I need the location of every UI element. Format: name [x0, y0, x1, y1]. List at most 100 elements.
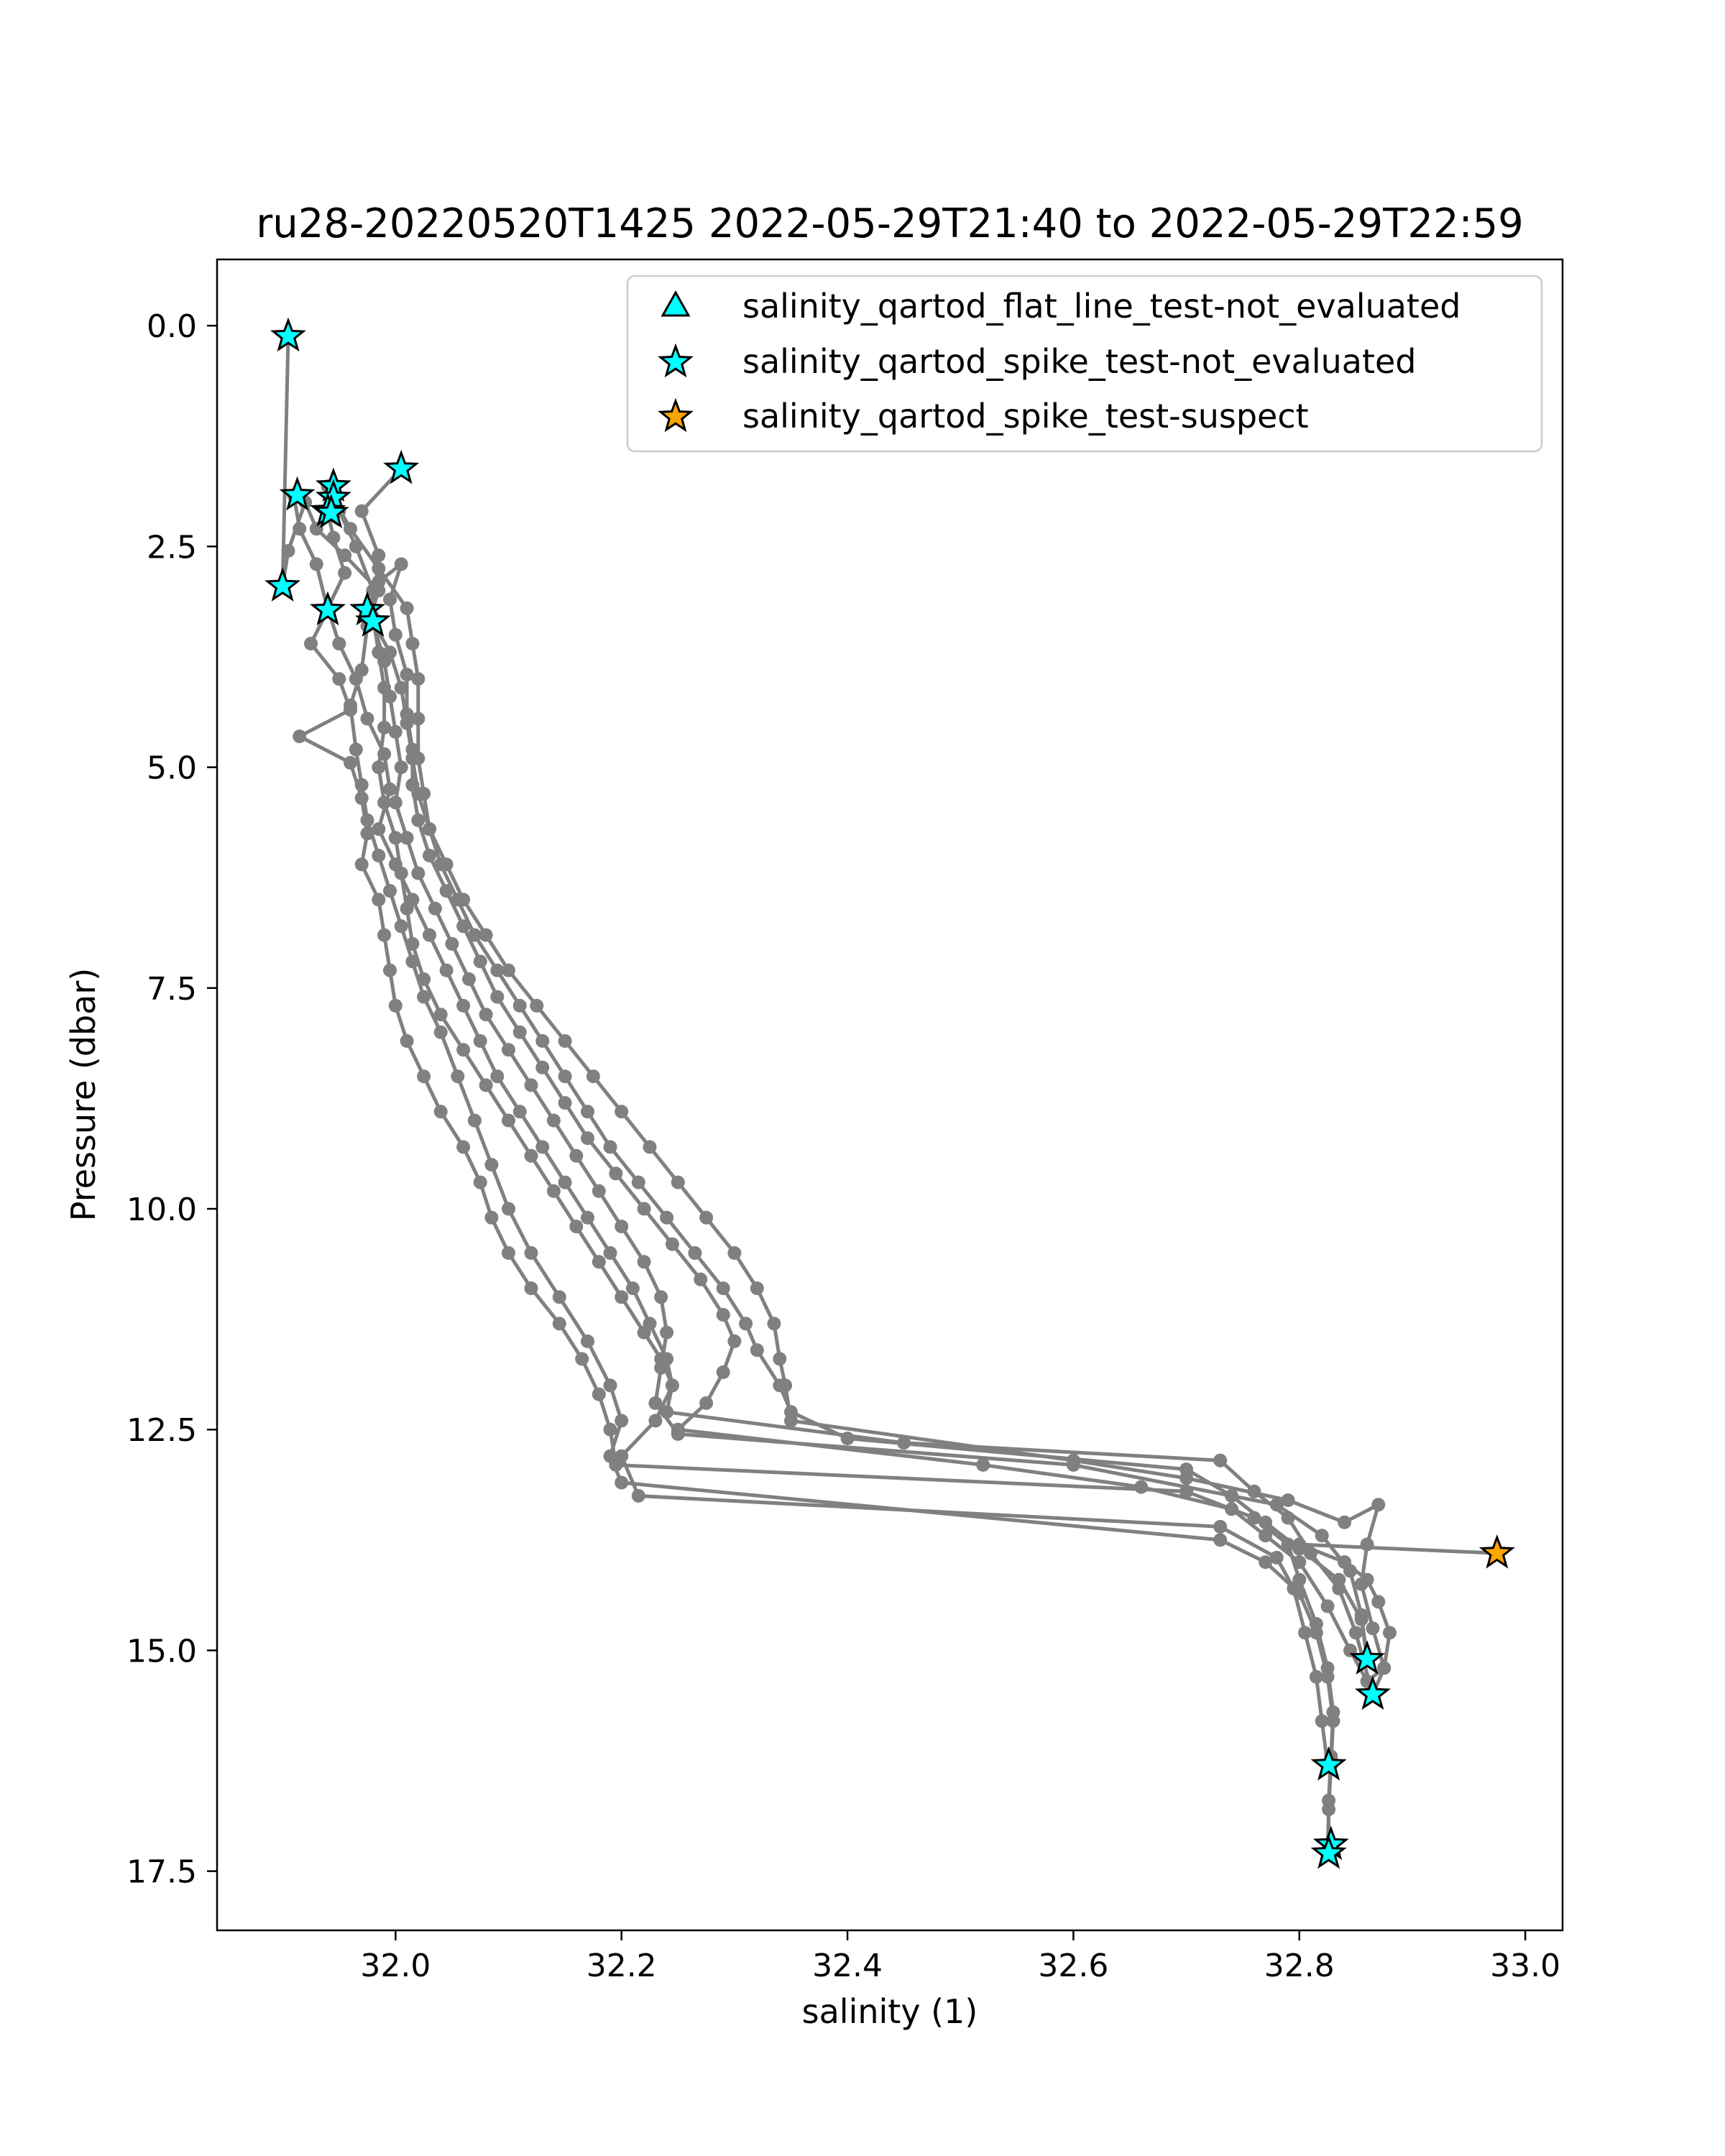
profile-point — [484, 1158, 499, 1172]
profile-point — [456, 1140, 471, 1154]
profile-point — [360, 813, 374, 827]
profile-point — [349, 539, 363, 553]
profile-point — [405, 954, 420, 969]
profile-point — [615, 1414, 629, 1428]
profile-point — [383, 592, 397, 607]
profile-point — [1225, 1488, 1238, 1503]
x-axis: 32.0 32.2 32.4 32.6 32.8 33.0 — [360, 1930, 1560, 1984]
y-tick-label: 0.0 — [147, 308, 197, 345]
profile-point — [326, 530, 341, 545]
y-tick-label: 7.5 — [147, 971, 197, 1008]
profile-point — [451, 1069, 465, 1084]
profile-point — [377, 928, 392, 942]
legend-label-flat-line-not-evaluated: salinity_qartod_flat_line_test-not_evalu… — [742, 287, 1460, 326]
profile-point — [897, 1436, 911, 1450]
profile-point — [405, 637, 420, 651]
profile-point — [456, 1043, 471, 1057]
x-tick-label: 32.4 — [812, 1948, 883, 1984]
profile-point — [467, 1113, 482, 1128]
profile-point — [592, 1184, 606, 1198]
profile-point — [405, 751, 420, 765]
profile-point — [344, 755, 357, 770]
profile-point — [1213, 1519, 1228, 1534]
profile-point — [1269, 1498, 1284, 1512]
profile-point — [394, 681, 408, 695]
profile-point — [750, 1281, 764, 1296]
profile-point — [643, 1140, 657, 1154]
profile-point — [1292, 1555, 1307, 1570]
profile-point — [502, 1246, 515, 1260]
spike-flag-marker — [383, 449, 420, 484]
profile-point — [372, 760, 386, 775]
profile-point — [581, 1105, 594, 1119]
profile-point — [767, 1317, 781, 1331]
profile-point — [354, 504, 369, 518]
y-axis: 0.0 2.5 5.0 7.5 10.0 12.5 15.0 17.5 — [126, 308, 217, 1891]
profile-point — [1326, 1705, 1340, 1719]
profile-point — [1179, 1471, 1194, 1485]
profile-point — [417, 990, 431, 1004]
profile-point — [727, 1334, 742, 1348]
profile-point — [1348, 1626, 1363, 1640]
profile-point — [383, 884, 397, 898]
profile-point — [1281, 1493, 1295, 1507]
y-tick-label: 10.0 — [126, 1192, 197, 1228]
profile-point — [332, 672, 346, 686]
profile-point — [609, 1457, 623, 1472]
profile-point — [512, 998, 527, 1013]
profile-point — [558, 1069, 572, 1084]
x-tick-label: 32.2 — [586, 1948, 657, 1984]
profile-point — [1259, 1555, 1273, 1570]
profile-point — [354, 778, 369, 792]
profile-point — [372, 645, 386, 660]
profile-point — [1134, 1480, 1149, 1494]
profile-point — [524, 1148, 538, 1163]
spike-flag-marker — [1310, 1746, 1347, 1781]
profile-point — [372, 822, 386, 837]
profile-point — [778, 1378, 793, 1393]
profile-point — [665, 1378, 679, 1393]
chart-title: ru28-20220520T1425 2022-05-29T21:40 to 2… — [256, 201, 1523, 247]
profile-point — [1366, 1621, 1380, 1636]
spike-flag-marker — [1310, 1834, 1347, 1869]
profile-point — [490, 990, 505, 1004]
profile-point — [439, 963, 454, 977]
profile-point — [1281, 1537, 1295, 1552]
profile-point — [1354, 1612, 1368, 1626]
profile-point — [433, 1025, 448, 1039]
profile-point — [467, 928, 482, 942]
suspect-flag-marker — [1478, 1534, 1515, 1569]
legend-label-spike-not-evaluated: salinity_qartod_spike_test-not_evaluated — [742, 342, 1416, 381]
profile-point — [524, 1078, 538, 1092]
profile-point — [665, 1237, 679, 1251]
x-axis-label: salinity (1) — [802, 1992, 978, 2031]
profile-point — [394, 866, 408, 880]
spike-flag-marker — [264, 567, 301, 602]
legend-frame — [626, 275, 1543, 453]
profile-point — [423, 822, 436, 837]
profile-point — [773, 1352, 787, 1366]
profile-point — [1354, 1577, 1368, 1591]
profile-point — [417, 972, 431, 986]
profile-point — [433, 1008, 448, 1022]
profile-point — [423, 849, 436, 862]
profile-point — [344, 703, 357, 717]
profile-point — [388, 998, 402, 1013]
profile-point — [388, 796, 402, 810]
profile-point — [688, 1246, 702, 1260]
profile-point — [344, 522, 357, 536]
profile-point — [479, 1078, 493, 1092]
profile-point — [569, 1148, 584, 1163]
profile-point — [383, 782, 397, 796]
legend-triangle-marker — [661, 290, 691, 317]
profile-point — [660, 1405, 674, 1419]
profile-point — [502, 1202, 515, 1216]
profile-point — [558, 1175, 572, 1189]
profile-point — [592, 1387, 606, 1401]
profile-point — [603, 1246, 617, 1260]
profile-point — [716, 1308, 730, 1322]
legend: salinity_qartod_flat_line_test-not_evalu… — [626, 275, 1543, 453]
profile-point — [360, 826, 374, 841]
profile-point — [625, 1281, 640, 1296]
